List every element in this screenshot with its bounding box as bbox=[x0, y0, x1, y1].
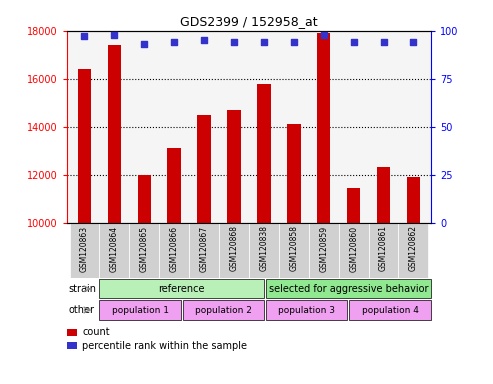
Bar bbox=[257, 83, 271, 384]
Bar bbox=[267, 301, 347, 319]
Text: GSM120865: GSM120865 bbox=[140, 225, 149, 271]
Bar bbox=[279, 223, 309, 278]
Bar bbox=[287, 124, 301, 384]
Point bbox=[80, 33, 88, 40]
Bar bbox=[249, 223, 279, 278]
Text: GSM120863: GSM120863 bbox=[80, 225, 89, 271]
Text: population 2: population 2 bbox=[195, 306, 252, 314]
Point bbox=[290, 39, 298, 45]
Point bbox=[350, 39, 357, 45]
Bar bbox=[100, 279, 264, 298]
Text: GSM120862: GSM120862 bbox=[409, 225, 418, 271]
Text: GSM120859: GSM120859 bbox=[319, 225, 328, 271]
Point bbox=[260, 39, 268, 45]
Point bbox=[110, 31, 118, 38]
Bar bbox=[350, 301, 431, 319]
Bar bbox=[189, 223, 219, 278]
Bar bbox=[309, 223, 339, 278]
Bar bbox=[347, 188, 360, 384]
Bar bbox=[377, 167, 390, 384]
Bar bbox=[168, 148, 181, 384]
Bar bbox=[100, 223, 129, 278]
Text: GSM120864: GSM120864 bbox=[110, 225, 119, 271]
Bar bbox=[159, 223, 189, 278]
Text: GSM120858: GSM120858 bbox=[289, 225, 298, 271]
Point bbox=[141, 41, 148, 47]
Point bbox=[230, 39, 238, 45]
Bar bbox=[107, 45, 121, 384]
Bar bbox=[369, 223, 398, 278]
Bar bbox=[197, 115, 211, 384]
Bar bbox=[129, 223, 159, 278]
Bar bbox=[78, 69, 91, 384]
Text: reference: reference bbox=[159, 284, 205, 294]
Point bbox=[380, 39, 387, 45]
Bar bbox=[70, 223, 100, 278]
Text: percentile rank within the sample: percentile rank within the sample bbox=[82, 341, 247, 351]
Title: GDS2399 / 152958_at: GDS2399 / 152958_at bbox=[180, 15, 318, 28]
Text: GSM120861: GSM120861 bbox=[379, 225, 388, 271]
Bar bbox=[339, 223, 369, 278]
Text: GSM120868: GSM120868 bbox=[230, 225, 239, 271]
Bar bbox=[267, 279, 431, 298]
Text: GSM120866: GSM120866 bbox=[170, 225, 178, 271]
Bar bbox=[317, 33, 330, 384]
Bar bbox=[219, 223, 249, 278]
Text: population 3: population 3 bbox=[279, 306, 335, 314]
Bar bbox=[227, 110, 241, 384]
Text: strain: strain bbox=[69, 284, 96, 294]
Bar bbox=[138, 175, 151, 384]
Text: count: count bbox=[82, 327, 110, 337]
Bar bbox=[398, 223, 428, 278]
Point bbox=[320, 31, 328, 38]
Text: GSM120867: GSM120867 bbox=[200, 225, 209, 271]
Text: selected for aggressive behavior: selected for aggressive behavior bbox=[269, 284, 429, 294]
Text: GSM120838: GSM120838 bbox=[259, 225, 268, 271]
Point bbox=[410, 39, 418, 45]
Bar bbox=[100, 301, 181, 319]
Text: population 4: population 4 bbox=[362, 306, 419, 314]
Text: GSM120860: GSM120860 bbox=[349, 225, 358, 271]
Text: population 1: population 1 bbox=[112, 306, 169, 314]
Bar bbox=[183, 301, 264, 319]
Point bbox=[200, 37, 208, 43]
Bar bbox=[407, 177, 420, 384]
Point bbox=[170, 39, 178, 45]
Text: other: other bbox=[69, 305, 94, 315]
